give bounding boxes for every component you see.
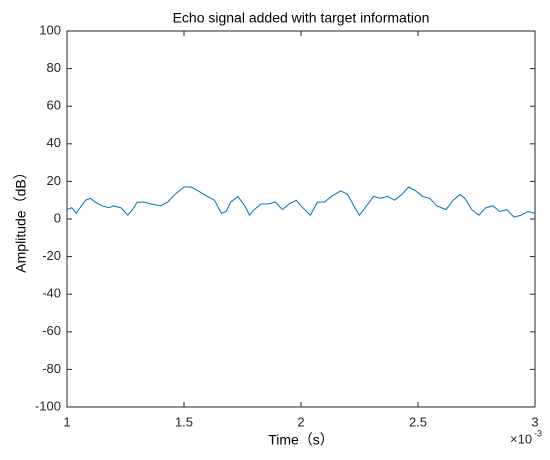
y-tick-label: 60 bbox=[47, 98, 61, 113]
x-tick-label: 2 bbox=[297, 414, 304, 429]
y-tick-label: 80 bbox=[47, 60, 61, 75]
x-axis-label: Time（s） bbox=[268, 432, 334, 448]
y-tick-label: 40 bbox=[47, 135, 61, 150]
y-tick-label: 0 bbox=[54, 210, 61, 225]
y-tick-label: -60 bbox=[42, 323, 61, 338]
x-tick-label: 2.5 bbox=[409, 414, 427, 429]
data-line bbox=[66, 186, 536, 218]
x-scale-base: ×10 bbox=[510, 431, 532, 446]
x-tick-label: 3 bbox=[531, 414, 538, 429]
y-tick-label: 100 bbox=[39, 22, 61, 37]
y-tick-label: -80 bbox=[42, 361, 61, 376]
y-tick-label: -40 bbox=[42, 286, 61, 301]
chart-title: Echo signal added with target informatio… bbox=[173, 10, 430, 26]
plot-frame bbox=[66, 30, 536, 408]
x-tick-label: 1 bbox=[63, 414, 70, 429]
y-axis-label: Amplitude（dB） bbox=[13, 165, 29, 272]
y-tick-label: -20 bbox=[42, 248, 61, 263]
y-tick-label: -100 bbox=[35, 398, 61, 413]
y-tick-label: 20 bbox=[47, 173, 61, 188]
x-tick-label: 1.5 bbox=[175, 414, 193, 429]
x-scale-exponent: -3 bbox=[534, 428, 542, 438]
